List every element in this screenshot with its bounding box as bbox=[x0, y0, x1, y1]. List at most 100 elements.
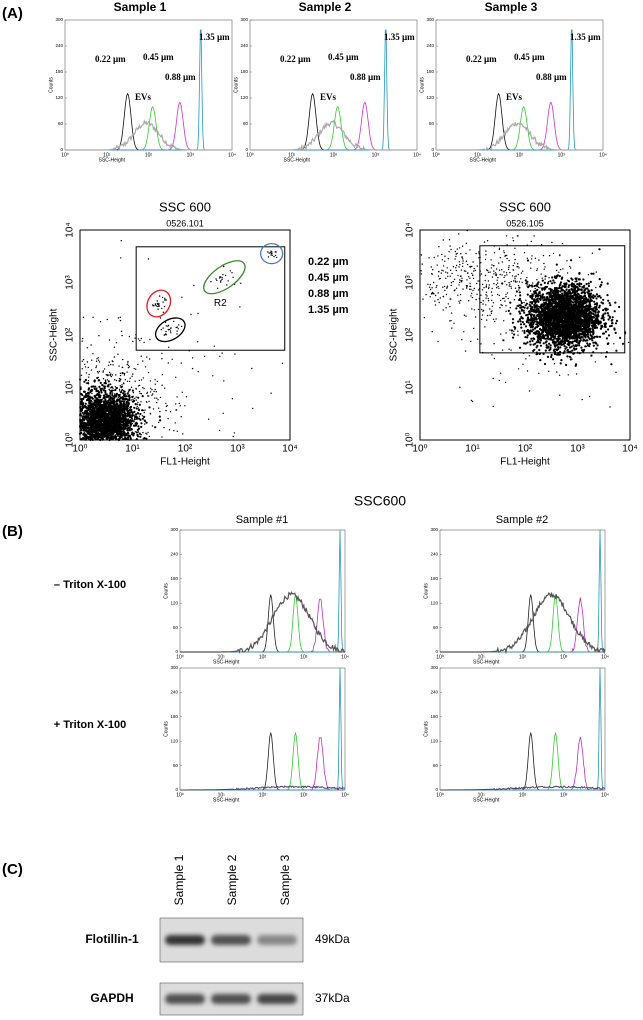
event-dot bbox=[553, 296, 557, 299]
event-dot bbox=[526, 319, 529, 322]
event-dot bbox=[124, 379, 127, 381]
event-dot bbox=[102, 433, 105, 435]
event-dot bbox=[611, 316, 614, 319]
event-dot bbox=[511, 321, 514, 324]
event-dot bbox=[133, 414, 136, 416]
y-tick-label: 10¹ bbox=[405, 380, 416, 395]
event-dot bbox=[615, 319, 619, 322]
event-dot bbox=[559, 362, 562, 365]
x-tick-label: 10¹ bbox=[218, 654, 226, 660]
event-dot bbox=[141, 409, 144, 412]
event-dot bbox=[123, 411, 126, 414]
histogram-curve bbox=[180, 785, 346, 791]
event-dot bbox=[98, 404, 102, 407]
event-dot bbox=[227, 280, 229, 282]
event-dot bbox=[111, 374, 114, 376]
event-dot bbox=[167, 362, 169, 364]
event-dot bbox=[111, 416, 114, 419]
event-dot bbox=[121, 366, 124, 369]
event-dot bbox=[102, 371, 104, 373]
event-dot bbox=[536, 293, 539, 296]
event-dot bbox=[102, 438, 105, 441]
event-dot bbox=[118, 388, 121, 391]
event-dot bbox=[131, 375, 133, 377]
event-dot bbox=[108, 397, 111, 400]
event-dot bbox=[128, 424, 130, 427]
event-dot bbox=[114, 388, 117, 392]
event-dot bbox=[110, 428, 113, 431]
event-dot bbox=[122, 408, 124, 410]
event-dot bbox=[117, 416, 120, 419]
event-dot bbox=[130, 408, 133, 412]
event-dot bbox=[528, 330, 531, 333]
event-dot bbox=[602, 332, 605, 335]
histogram-curve bbox=[440, 593, 605, 653]
y-tick-label: 120 bbox=[55, 95, 63, 100]
event-dot bbox=[109, 439, 112, 441]
event-dot bbox=[134, 337, 136, 339]
y-tick-label: 300 bbox=[170, 665, 178, 670]
event-dot bbox=[124, 428, 126, 431]
event-dot bbox=[103, 435, 106, 438]
y-tick-label: 180 bbox=[170, 576, 178, 581]
event-dot bbox=[546, 282, 550, 285]
event-dot bbox=[113, 428, 117, 431]
event-dot bbox=[592, 320, 595, 323]
event-dot bbox=[143, 416, 145, 418]
event-dot bbox=[128, 335, 131, 338]
event-dot bbox=[157, 399, 159, 401]
event-dot bbox=[509, 312, 512, 315]
event-dot bbox=[592, 332, 595, 335]
event-dot bbox=[93, 421, 95, 423]
event-dot bbox=[94, 428, 96, 430]
x-tick-label: 10² bbox=[518, 444, 533, 455]
event-dot bbox=[135, 417, 138, 420]
event-dot bbox=[165, 330, 167, 333]
event-dot bbox=[541, 336, 544, 339]
event-dot bbox=[87, 429, 90, 432]
y-tick-label: 10² bbox=[405, 327, 416, 342]
event-dot bbox=[126, 421, 130, 425]
event-dot bbox=[231, 272, 233, 274]
event-dot bbox=[127, 438, 130, 441]
event-dot bbox=[565, 301, 568, 304]
event-dot bbox=[137, 407, 140, 409]
event-dot bbox=[119, 396, 123, 399]
event-dot bbox=[572, 288, 576, 291]
event-dot bbox=[100, 391, 103, 394]
event-dot bbox=[85, 393, 88, 396]
event-dot bbox=[541, 297, 544, 300]
axis-label: Counts bbox=[233, 77, 239, 93]
event-dot bbox=[159, 419, 162, 422]
event-dot bbox=[140, 337, 142, 340]
event-dot bbox=[93, 431, 96, 434]
event-dot bbox=[91, 405, 93, 408]
event-dot bbox=[131, 413, 134, 415]
event-dot bbox=[114, 395, 117, 398]
event-dot bbox=[520, 301, 523, 305]
event-dot bbox=[140, 401, 142, 403]
event-dot bbox=[197, 371, 199, 373]
event-dot bbox=[121, 389, 123, 391]
event-dot bbox=[519, 312, 522, 315]
event-dot bbox=[87, 414, 89, 416]
event-dot bbox=[170, 327, 172, 329]
event-dot bbox=[88, 438, 90, 441]
event-dot bbox=[576, 283, 579, 286]
event-dot bbox=[92, 401, 94, 403]
event-dot bbox=[221, 352, 223, 354]
event-dot bbox=[110, 363, 112, 366]
event-dot bbox=[568, 336, 571, 339]
event-dot bbox=[135, 399, 137, 401]
event-dot bbox=[158, 295, 161, 297]
event-dot bbox=[572, 344, 575, 347]
event-dot bbox=[149, 380, 152, 382]
scatter-subtitle: 0526.105 bbox=[506, 218, 544, 228]
event-dot bbox=[181, 296, 183, 298]
event-dot bbox=[140, 393, 143, 395]
event-dot bbox=[107, 385, 110, 388]
event-dot bbox=[90, 369, 93, 371]
annotation: 1.35 µm bbox=[384, 32, 415, 42]
event-dot bbox=[80, 428, 83, 432]
event-dot bbox=[534, 342, 537, 345]
